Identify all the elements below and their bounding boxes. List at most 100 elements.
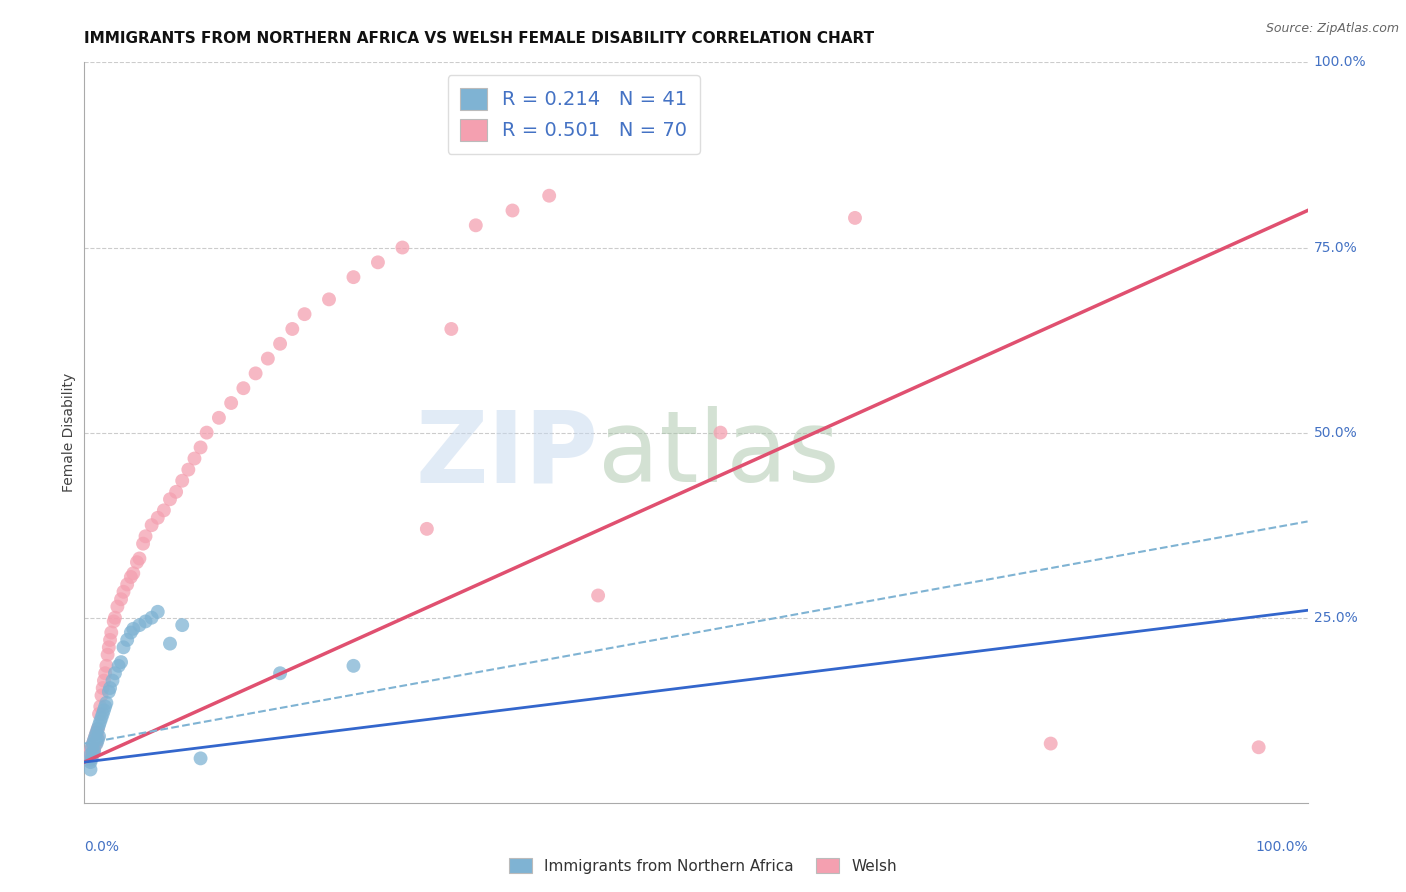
Point (183, 451, 205, 466)
Point (245, 367, 267, 381)
Point (80, 749, 103, 764)
Point (709, 425, 731, 440)
Text: 100.0%: 100.0% (1313, 55, 1367, 70)
Point (464, 219, 486, 233)
Point (159, 637, 181, 651)
Point (128, 618, 150, 632)
Point (82, 746, 104, 760)
Text: IMMIGRANTS FROM NORTHERN AFRICA VS WELSH FEMALE DISABILITY CORRELATION CHART: IMMIGRANTS FROM NORTHERN AFRICA VS WELSH… (84, 31, 875, 46)
Point (107, 658, 129, 673)
Point (87, 722, 110, 736)
Point (281, 322, 304, 336)
Point (257, 351, 280, 366)
Point (80, 740, 103, 755)
Point (120, 570, 142, 584)
Point (87, 718, 110, 732)
Point (190, 441, 212, 455)
Point (83, 742, 105, 756)
Point (96, 696, 118, 710)
Point (232, 381, 254, 395)
Point (93, 673, 115, 688)
Point (110, 655, 132, 669)
Point (94, 699, 117, 714)
Y-axis label: Female Disability: Female Disability (62, 373, 76, 492)
Text: 25.0%: 25.0% (1313, 611, 1357, 624)
Point (502, 203, 524, 218)
Point (318, 293, 340, 307)
Text: 50.0%: 50.0% (1313, 425, 1357, 440)
Point (82, 737, 104, 751)
Point (87, 732, 110, 747)
Point (104, 666, 127, 681)
Point (190, 751, 212, 765)
Point (122, 622, 145, 636)
Point (84, 729, 107, 743)
Point (172, 618, 194, 632)
Point (91, 706, 114, 721)
Point (97, 648, 120, 662)
Point (125, 555, 148, 569)
Point (120, 625, 142, 640)
Text: atlas: atlas (598, 407, 839, 503)
Point (844, 211, 866, 225)
Point (98, 632, 121, 647)
Text: 0.0%: 0.0% (84, 840, 120, 854)
Point (146, 605, 169, 619)
Point (367, 255, 389, 269)
Text: 75.0%: 75.0% (1313, 241, 1357, 254)
Point (586, 589, 609, 603)
Point (82, 746, 104, 760)
Point (79, 753, 101, 767)
Point (87, 706, 110, 721)
Point (79, 755, 101, 769)
Point (141, 610, 163, 624)
Point (269, 336, 291, 351)
Point (105, 599, 128, 614)
Point (97, 640, 120, 655)
Point (87, 731, 110, 745)
Point (159, 492, 181, 507)
Point (269, 666, 291, 681)
Point (84, 729, 107, 743)
Point (100, 625, 122, 640)
Point (89, 714, 111, 729)
Point (101, 673, 124, 688)
Point (165, 484, 187, 499)
Point (79, 763, 101, 777)
Point (112, 584, 135, 599)
Point (87, 722, 110, 736)
Point (80, 751, 103, 765)
Point (82, 737, 104, 751)
Point (96, 658, 118, 673)
Point (135, 615, 157, 629)
Text: 100.0%: 100.0% (1256, 840, 1308, 854)
Point (77, 747, 100, 762)
Point (115, 632, 138, 647)
Point (80, 740, 103, 755)
Point (79, 744, 101, 758)
Point (83, 732, 105, 747)
Point (141, 518, 163, 533)
Point (146, 510, 169, 524)
Point (219, 396, 242, 410)
Point (342, 270, 364, 285)
Point (342, 658, 364, 673)
Point (90, 711, 112, 725)
Point (90, 689, 112, 703)
Point (153, 503, 176, 517)
Point (94, 666, 117, 681)
Point (79, 747, 101, 762)
Point (172, 474, 194, 488)
Text: Source: ZipAtlas.com: Source: ZipAtlas.com (1265, 22, 1399, 36)
Point (97, 685, 120, 699)
Point (440, 322, 463, 336)
Point (1247, 740, 1270, 755)
Point (110, 592, 132, 607)
Point (84, 738, 107, 752)
Point (538, 188, 561, 202)
Point (391, 240, 413, 255)
Legend: Immigrants from Northern Africa, Welsh: Immigrants from Northern Africa, Welsh (503, 852, 903, 880)
Point (294, 307, 316, 321)
Point (83, 732, 105, 747)
Point (195, 425, 218, 440)
